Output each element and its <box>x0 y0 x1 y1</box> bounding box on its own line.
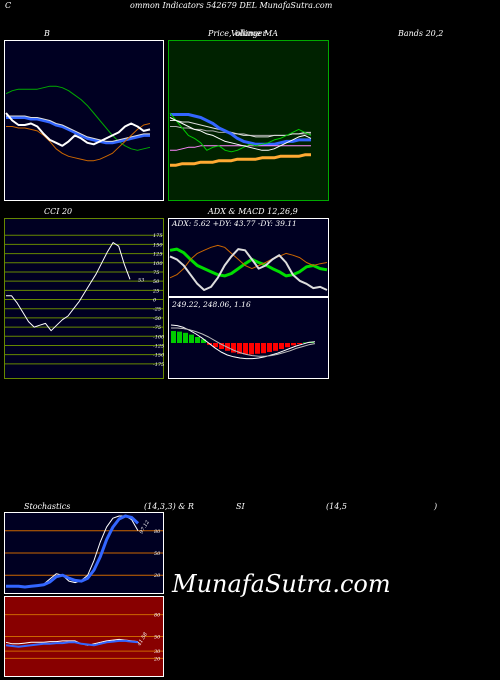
rsi-tick-label: 80 <box>154 613 161 619</box>
price-pink_ma-line <box>170 145 311 151</box>
bollinger-middle2-line <box>6 115 150 142</box>
cci-tick-label: 175 <box>153 233 163 239</box>
macd-histogram-bar <box>171 331 176 343</box>
macd-histogram-bar <box>213 343 218 348</box>
macd-histogram-bar <box>249 343 254 355</box>
cci-chart: 175 150 125 100 75 50 25 0 -25 -50 -75 -100 -125 -150… <box>4 218 164 379</box>
bollinger-panel-bg <box>4 40 164 201</box>
rsi-params: (14,5 <box>326 502 347 511</box>
bollinger-upper-line <box>5 85 151 151</box>
cci-tick-label: 75 <box>153 270 159 276</box>
stochastics-params: (14,3,3) & R <box>144 502 194 511</box>
macd-histogram-bar <box>291 343 296 346</box>
adx-adx_line-line <box>169 248 328 291</box>
macd-chart: 249.22, 248.06, 1.16 <box>168 297 329 379</box>
cci-tick-label: 0 <box>153 298 157 304</box>
price-label: Price, <box>208 29 232 38</box>
macd-histogram-bar <box>267 343 272 352</box>
macd-histogram-bar <box>237 343 242 354</box>
bollinger-lower-line <box>6 123 151 162</box>
rsi-tick-label: 50 <box>154 635 161 641</box>
macd-histogram-bar <box>189 334 194 343</box>
macd-histogram-bar <box>297 343 302 345</box>
cci-tick-label: -150 <box>153 353 164 359</box>
price-panel-bg <box>168 40 329 201</box>
cci-tick-label: -75 <box>153 325 161 331</box>
price-ma-chart <box>168 40 329 201</box>
bollinger-b-label: B <box>44 29 50 38</box>
adx-minus_dy-line <box>169 244 328 279</box>
price-blue_ma-line <box>170 113 311 146</box>
watermark: MunafaSutra.com <box>172 570 391 598</box>
adx-chart: ADX: 5.62 +DY: 43.77 -DY: 39.11 <box>168 218 329 297</box>
macd-histogram-bar <box>255 343 260 354</box>
adx-plus_dy-line <box>169 247 328 278</box>
macd-histogram-bar <box>177 331 182 343</box>
rsi-close-paren: ) <box>434 502 438 511</box>
adx-macd-label: ADX & MACD 12,26,9 <box>208 207 298 216</box>
volume-label: Volume <box>231 29 261 38</box>
price-price_white-line <box>169 117 312 151</box>
rsi-label: SI <box>236 502 245 511</box>
cci-panel-bg <box>4 218 164 379</box>
bollinger-middle-line <box>6 116 150 145</box>
macd-values-text: 249.22, 248.06, 1.16 <box>171 300 251 309</box>
price-orange_ma-line <box>170 153 311 167</box>
cci-tick-label: 150 <box>153 242 163 248</box>
cci-tick-label: 25 <box>152 288 159 294</box>
ma-label: MA <box>264 29 278 38</box>
cci-tick-label: 125 <box>153 252 163 258</box>
cci-tick-label: 100 <box>153 261 163 267</box>
cci-tick-label: -125 <box>153 343 164 349</box>
header-title: ommon Indicators 542679 DEL MunafaSutra.… <box>130 1 333 10</box>
cci-label: CCI 20 <box>44 207 73 216</box>
bands-label: Bands 20,2 <box>398 29 444 38</box>
stochastics-d_blue-line <box>6 514 140 589</box>
cci-tick-label: -25 <box>153 307 161 313</box>
macd-histogram-bar <box>285 343 290 348</box>
header-c-letter: C <box>5 1 12 10</box>
macd-histogram-bar <box>195 337 200 343</box>
macd-histogram-bar <box>303 342 308 343</box>
bollinger-price-line <box>5 112 151 147</box>
stochastics-tick-label: 50 <box>154 551 161 557</box>
cci-tick-label: 50 <box>153 279 160 285</box>
stochastics-tick-label: 20 <box>153 573 161 579</box>
cci-tick-label: -100 <box>153 334 164 340</box>
adx-values-text: ADX: 5.62 +DY: 43.77 -DY: 39.11 <box>171 219 297 228</box>
cci-tick-label: -50 <box>153 316 162 322</box>
bollinger-chart <box>4 40 164 201</box>
macd-histogram-bar <box>279 343 284 349</box>
macd-histogram-bar <box>231 343 236 353</box>
macd-histogram-bar <box>273 343 278 351</box>
cci-tick-label: -175 <box>153 362 164 368</box>
adx-panel-bg <box>168 218 329 297</box>
cci-line <box>6 242 131 332</box>
macd-histogram-bar <box>201 339 206 343</box>
macd-histogram-bar <box>219 343 224 349</box>
rsi-rsi_blue-line <box>5 639 139 648</box>
bollinger-overlap-label: ollinger <box>235 29 267 38</box>
stochastics-tick-label: 80 <box>154 529 161 535</box>
rsi-tick-label: 30 <box>154 649 161 655</box>
cci-last-value: 53 <box>138 277 144 283</box>
macd-signal_line <box>171 327 316 357</box>
macd-histogram-bar <box>243 343 248 355</box>
stochastics-label: Stochastics <box>24 502 71 511</box>
macd-histogram-bar <box>183 332 188 343</box>
macd-macd_line <box>170 324 316 360</box>
macd-histogram-bar <box>261 343 266 354</box>
price-price_green-line <box>169 112 312 153</box>
rsi-tick-label: 20 <box>153 656 161 662</box>
rsi-rsi_white-line <box>5 638 139 646</box>
